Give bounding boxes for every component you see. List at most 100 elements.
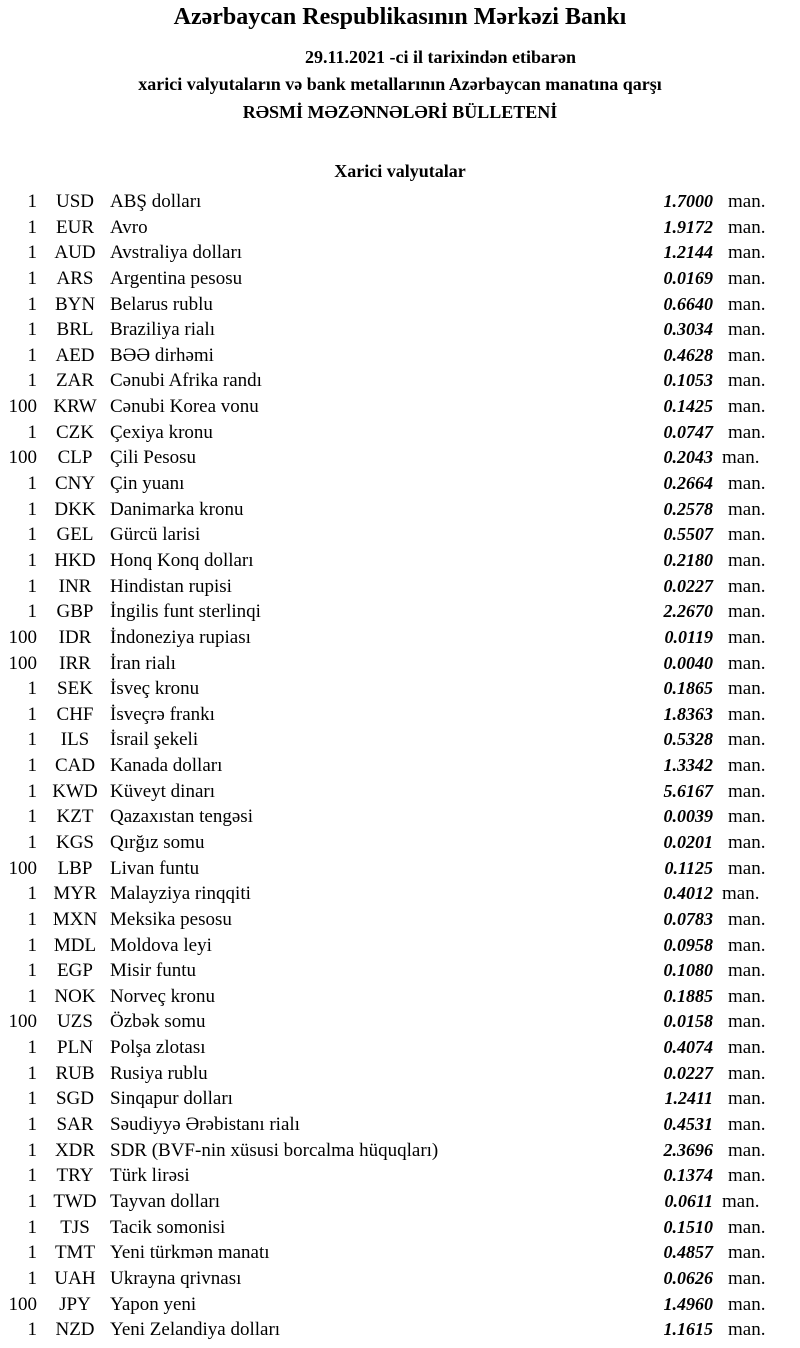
currency-unit: 100 bbox=[8, 857, 38, 879]
currency-unit: 1 bbox=[27, 601, 38, 623]
exchange-rate: 0.2578 bbox=[663, 498, 714, 519]
currency-code: HKD bbox=[54, 549, 96, 571]
rate-suffix: man. bbox=[728, 498, 766, 520]
currency-unit: 1 bbox=[27, 1037, 38, 1059]
exchange-rate: 0.0611 bbox=[664, 1190, 713, 1211]
currency-code: XDR bbox=[54, 1139, 96, 1161]
rate-suffix: man. bbox=[728, 908, 766, 930]
currency-unit: 1 bbox=[27, 191, 38, 212]
currency-name: Səudiyyə Ərəbistanı rialı bbox=[110, 1114, 300, 1136]
currency-code: CLP bbox=[57, 447, 93, 469]
currency-row: 1 CZK Çexiya kronu 0.0747 man. bbox=[0, 420, 800, 445]
currency-row: 1 CHF İsveçrə frankı 1.8363 man. bbox=[0, 702, 800, 727]
currency-name: İngilis funt sterlinqi bbox=[110, 601, 261, 623]
currency-row: 1 TMT Yeni türkmən manatı 0.4857 man. bbox=[0, 1240, 800, 1265]
currency-name: Braziliya rialı bbox=[110, 319, 215, 341]
exchange-rate: 0.0227 bbox=[663, 575, 714, 596]
currency-unit: 1 bbox=[27, 575, 38, 597]
currency-unit: 100 bbox=[8, 396, 38, 418]
rate-suffix: man. bbox=[728, 960, 766, 982]
currency-unit: 1 bbox=[27, 1216, 38, 1238]
exchange-rate: 0.0958 bbox=[663, 934, 714, 955]
currency-code: GEL bbox=[56, 524, 94, 546]
currency-unit: 1 bbox=[27, 216, 38, 238]
rate-suffix: man. bbox=[728, 191, 766, 212]
exchange-rate: 2.2670 bbox=[663, 601, 714, 622]
rate-suffix: man. bbox=[728, 934, 766, 956]
rate-suffix: man. bbox=[728, 1165, 766, 1187]
rate-suffix: man. bbox=[722, 883, 760, 905]
currency-code: UZS bbox=[57, 1011, 93, 1033]
rate-suffix: man. bbox=[728, 1037, 766, 1059]
exchange-rate: 0.1510 bbox=[663, 1216, 714, 1237]
exchange-rate: 1.1615 bbox=[663, 1319, 714, 1340]
currency-code: SEK bbox=[57, 678, 93, 700]
currency-unit: 1 bbox=[27, 498, 38, 520]
exchange-rate: 0.1080 bbox=[663, 960, 714, 981]
currency-row: 1 TRY Türk lirəsi 0.1374 man. bbox=[0, 1163, 800, 1188]
currency-unit: 1 bbox=[27, 267, 38, 289]
rate-suffix: man. bbox=[728, 396, 766, 418]
currency-row: 1 BRL Braziliya rialı 0.3034 man. bbox=[0, 317, 800, 342]
currency-code: AUD bbox=[54, 242, 96, 264]
exchange-rate: 0.0626 bbox=[663, 1267, 714, 1288]
currency-name: Gürcü larisi bbox=[110, 524, 201, 546]
exchange-rate: 0.1885 bbox=[663, 985, 714, 1006]
currency-row: 1 TJS Tacik somonisi 0.1510 man. bbox=[0, 1215, 800, 1240]
currency-name: Moldova leyi bbox=[110, 934, 212, 956]
exchange-rate: 0.4012 bbox=[663, 883, 714, 904]
currency-row: 1 CAD Kanada dolları 1.3342 man. bbox=[0, 753, 800, 778]
currency-row: 1 ILS İsrail şekeli 0.5328 man. bbox=[0, 727, 800, 752]
currency-name: Livan funtu bbox=[110, 857, 200, 879]
exchange-rate: 0.1125 bbox=[664, 857, 713, 878]
currency-code: NZD bbox=[55, 1319, 95, 1341]
rate-suffix: man. bbox=[728, 985, 766, 1007]
currency-row: 1 CNY Çin yuanı 0.2664 man. bbox=[0, 471, 800, 496]
currency-row: 1 USD ABŞ dolları 1.7000 man. bbox=[0, 189, 800, 214]
document-title: Azərbaycan Respublikasının Mərkəzi Bankı bbox=[173, 4, 627, 30]
currency-code: SAR bbox=[56, 1114, 94, 1136]
currency-code: EGP bbox=[57, 960, 93, 982]
currency-code: AED bbox=[55, 344, 95, 366]
currency-row: 1 GBP İngilis funt sterlinqi 2.2670 man. bbox=[0, 599, 800, 624]
exchange-rate: 0.2664 bbox=[663, 473, 714, 494]
currency-unit: 1 bbox=[27, 985, 38, 1007]
rate-suffix: man. bbox=[728, 703, 766, 725]
currency-name: Ukrayna qrivnası bbox=[110, 1267, 242, 1289]
currency-row: 100 JPY Yapon yeni 1.4960 man. bbox=[0, 1292, 800, 1317]
rate-suffix: man. bbox=[728, 344, 766, 366]
exchange-rate: 1.8363 bbox=[663, 703, 714, 724]
currency-code: CAD bbox=[54, 755, 96, 777]
currency-name: Meksika pesosu bbox=[110, 908, 232, 930]
currency-code: RUB bbox=[55, 1062, 95, 1084]
rate-suffix: man. bbox=[728, 1319, 766, 1341]
rate-suffix: man. bbox=[728, 678, 766, 700]
currency-row: 1 GEL Gürcü larisi 0.5507 man. bbox=[0, 522, 800, 547]
rate-suffix: man. bbox=[728, 575, 766, 597]
currency-row: 1 UAH Ukrayna qrivnası 0.0626 man. bbox=[0, 1266, 800, 1291]
currency-unit: 1 bbox=[27, 473, 38, 495]
currency-row: 1 RUB Rusiya rublu 0.0227 man. bbox=[0, 1061, 800, 1086]
currency-row: 100 LBP Livan funtu 0.1125 man. bbox=[0, 856, 800, 881]
rate-suffix: man. bbox=[728, 293, 766, 315]
exchange-rate: 2.3696 bbox=[663, 1139, 714, 1160]
exchange-rate: 1.2411 bbox=[664, 1088, 713, 1109]
currency-code: NOK bbox=[54, 985, 96, 1007]
exchange-rate: 0.0119 bbox=[664, 626, 713, 647]
currency-name: İsveçrə frankı bbox=[110, 703, 215, 725]
currency-name: Belarus rublu bbox=[110, 293, 213, 315]
currency-row: 1 TWD Tayvan dolları 0.0611 man. bbox=[0, 1189, 800, 1214]
currency-unit: 1 bbox=[27, 729, 38, 751]
currency-unit: 100 bbox=[8, 1293, 38, 1315]
currency-unit: 1 bbox=[27, 960, 38, 982]
rate-suffix: man. bbox=[728, 626, 766, 648]
currency-name: İran rialı bbox=[110, 652, 176, 674]
currency-code: TWD bbox=[53, 1190, 97, 1212]
currency-code: CHF bbox=[56, 703, 94, 725]
currency-name: Polşa zlotası bbox=[110, 1037, 206, 1059]
currency-code: IDR bbox=[58, 626, 92, 648]
rate-suffix: man. bbox=[728, 1293, 766, 1315]
currency-code: ZAR bbox=[56, 370, 94, 392]
currency-unit: 1 bbox=[27, 1242, 38, 1264]
currency-unit: 1 bbox=[27, 344, 38, 366]
